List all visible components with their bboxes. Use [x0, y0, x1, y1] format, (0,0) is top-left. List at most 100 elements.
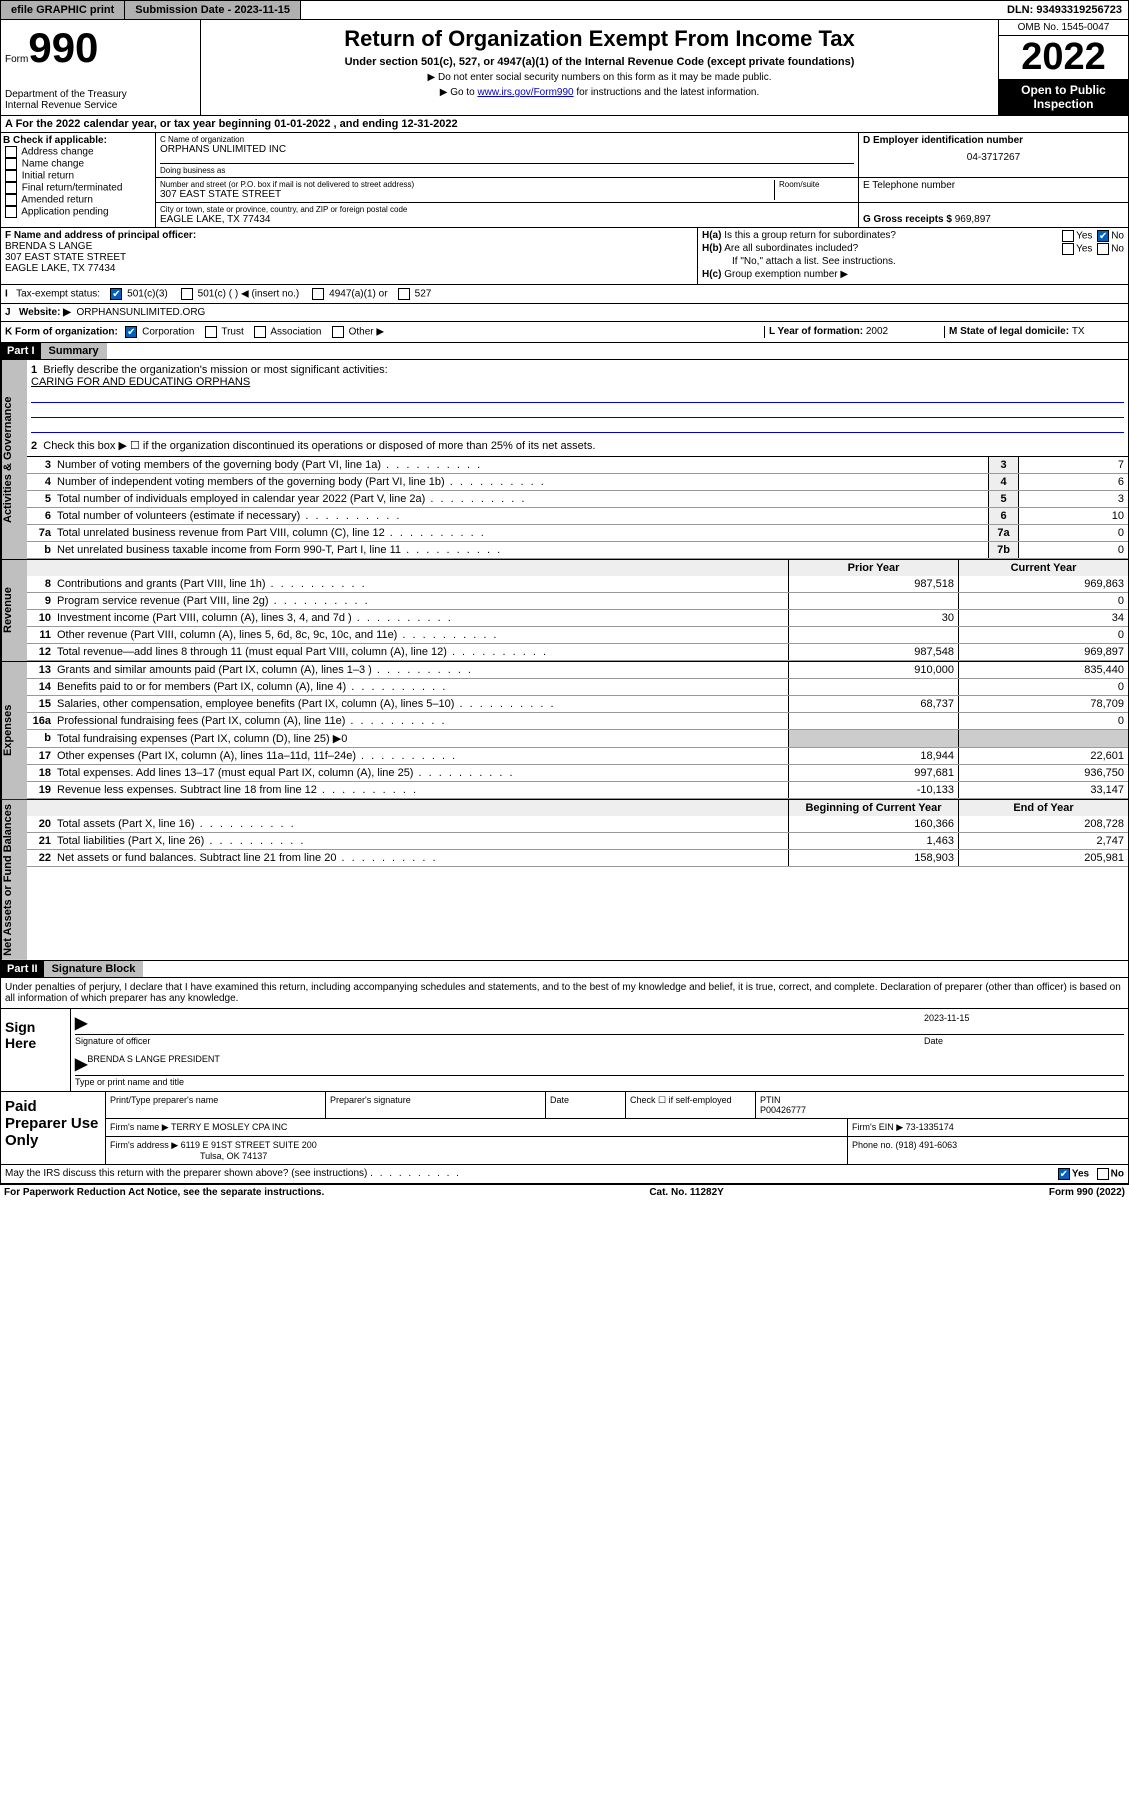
line-16a: 16aProfessional fundraising fees (Part I… — [27, 713, 1128, 730]
firm-addr: 6119 E 91ST STREET SUITE 200 — [181, 1140, 317, 1150]
part-i-header: Part ISummary — [0, 343, 1129, 360]
hb-note: If "No," attach a list. See instructions… — [702, 256, 1124, 267]
vtab-governance: Activities & Governance — [1, 360, 27, 559]
footer-right: Form 990 (2022) — [1049, 1187, 1125, 1198]
form-number: 990 — [28, 24, 98, 71]
paid-preparer-block: Paid Preparer Use Only Print/Type prepar… — [0, 1092, 1129, 1165]
footer-mid: Cat. No. 11282Y — [649, 1187, 723, 1198]
firm-city: Tulsa, OK 74137 — [110, 1151, 267, 1161]
efile-graphic-btn[interactable]: efile GRAPHIC print — [1, 1, 125, 19]
gov-line-7a: 7aTotal unrelated business revenue from … — [27, 525, 1128, 542]
hdr-current-year: Current Year — [958, 560, 1128, 576]
row-j-website: J Website: ▶ ORPHANSUNLIMITED.ORG — [0, 304, 1129, 322]
form-header: Form990 Department of the Treasury Inter… — [0, 20, 1129, 116]
sig-date-value: 2023-11-15 — [924, 1013, 1124, 1033]
cb-application-pending[interactable]: Application pending — [3, 206, 153, 218]
col-b-checkboxes: B Check if applicable: Address change Na… — [1, 133, 156, 227]
section-expenses: Expenses 13Grants and similar amounts pa… — [0, 662, 1129, 800]
block-f-h: F Name and address of principal officer:… — [0, 228, 1129, 285]
dba-label: Doing business as — [160, 163, 854, 175]
street-value: 307 EAST STATE STREET — [160, 189, 774, 200]
section-net-assets: Net Assets or Fund Balances Beginning of… — [0, 800, 1129, 961]
paid-preparer-label: Paid Preparer Use Only — [1, 1092, 106, 1164]
line-12: 12Total revenue—add lines 8 through 11 (… — [27, 644, 1128, 661]
line-19: 19Revenue less expenses. Subtract line 1… — [27, 782, 1128, 799]
cb-final-return[interactable]: Final return/terminated — [3, 182, 153, 194]
row-i-tax-status: I Tax-exempt status: ✔ 501(c)(3) 501(c) … — [0, 285, 1129, 304]
line-18: 18Total expenses. Add lines 13–17 (must … — [27, 765, 1128, 782]
ha-label: Is this a group return for subordinates? — [724, 230, 896, 241]
cb-initial-return[interactable]: Initial return — [3, 170, 153, 182]
box-d-label: D Employer identification number — [863, 135, 1124, 146]
prep-check-self[interactable]: Check ☐ if self-employed — [626, 1092, 756, 1118]
vtab-net-assets: Net Assets or Fund Balances — [1, 800, 27, 960]
cb-other[interactable] — [332, 326, 344, 338]
line-20: 20Total assets (Part X, line 16)160,3662… — [27, 816, 1128, 833]
line-21: 21Total liabilities (Part X, line 26)1,4… — [27, 833, 1128, 850]
cb-name-change[interactable]: Name change — [3, 158, 153, 170]
street-label: Number and street (or P.O. box if mail i… — [160, 180, 774, 189]
irs-link[interactable]: www.irs.gov/Form990 — [477, 87, 573, 98]
sig-name-value: BRENDA S LANGE PRESIDENT — [87, 1054, 220, 1074]
form-word: Form — [5, 54, 28, 65]
open-to-public: Open to Public Inspection — [999, 79, 1128, 115]
cb-association[interactable] — [254, 326, 266, 338]
gov-line-5: 5Total number of individuals employed in… — [27, 491, 1128, 508]
page-footer: For Paperwork Reduction Act Notice, see … — [0, 1184, 1129, 1200]
cb-discuss-no[interactable] — [1097, 1168, 1109, 1180]
cb-trust[interactable] — [205, 326, 217, 338]
subtitle-section: Under section 501(c), 527, or 4947(a)(1)… — [207, 56, 992, 68]
cb-address-change[interactable]: Address change — [3, 146, 153, 158]
phone-value: (918) 491-6063 — [896, 1140, 958, 1150]
cb-501c3[interactable]: ✔ — [110, 288, 122, 300]
section-governance: Activities & Governance 1 Briefly descri… — [0, 360, 1129, 560]
dln-text: DLN: 93493319256723 — [1001, 1, 1128, 19]
prep-date-label: Date — [546, 1092, 626, 1118]
gov-line-3: 3Number of voting members of the governi… — [27, 457, 1128, 474]
cb-corporation[interactable]: ✔ — [125, 326, 137, 338]
box-f-label: F Name and address of principal officer: — [5, 230, 196, 241]
year-formation: 2002 — [866, 326, 888, 337]
state-domicile: TX — [1072, 326, 1085, 337]
cb-501c[interactable] — [181, 288, 193, 300]
submission-date-btn[interactable]: Submission Date - 2023-11-15 — [125, 1, 301, 19]
discuss-row: May the IRS discuss this return with the… — [0, 1165, 1129, 1184]
ptin-value: P00426777 — [760, 1105, 806, 1115]
hdr-end-year: End of Year — [958, 800, 1128, 816]
cb-4947[interactable] — [312, 288, 324, 300]
box-c-label: C Name of organization — [160, 135, 854, 144]
org-name: ORPHANS UNLIMITED INC — [160, 144, 854, 155]
line-11: 11Other revenue (Part VIII, column (A), … — [27, 627, 1128, 644]
sig-date-label: Date — [924, 1036, 1124, 1046]
gov-line-7b: bNet unrelated business taxable income f… — [27, 542, 1128, 559]
cb-amended-return[interactable]: Amended return — [3, 194, 153, 206]
city-label: City or town, state or province, country… — [160, 205, 854, 214]
sign-here-label: Sign Here — [1, 1009, 71, 1091]
prep-name-label: Print/Type preparer's name — [106, 1092, 326, 1118]
box-e-label: E Telephone number — [863, 180, 1124, 191]
perjury-statement: Under penalties of perjury, I declare th… — [0, 978, 1129, 1009]
ssn-warning: ▶ Do not enter social security numbers o… — [207, 72, 992, 83]
line-10: 10Investment income (Part VIII, column (… — [27, 610, 1128, 627]
officer-addr2: EAGLE LAKE, TX 77434 — [5, 263, 115, 274]
efile-top-bar: efile GRAPHIC print Submission Date - 20… — [0, 0, 1129, 20]
section-revenue: Revenue Prior YearCurrent Year 8Contribu… — [0, 560, 1129, 662]
hdr-prior-year: Prior Year — [788, 560, 958, 576]
gov-line-4: 4Number of independent voting members of… — [27, 474, 1128, 491]
dept-treasury: Department of the Treasury Internal Reve… — [5, 89, 196, 111]
vtab-revenue: Revenue — [1, 560, 27, 661]
cb-discuss-yes[interactable]: ✔ — [1058, 1168, 1070, 1180]
officer-addr1: 307 EAST STATE STREET — [5, 252, 126, 263]
line-13: 13Grants and similar amounts paid (Part … — [27, 662, 1128, 679]
hb-label: Are all subordinates included? — [724, 243, 858, 254]
cb-527[interactable] — [398, 288, 410, 300]
line-14: 14Benefits paid to or for members (Part … — [27, 679, 1128, 696]
row-k-l-m: K Form of organization: ✔ Corporation Tr… — [0, 322, 1129, 343]
ein-value: 04-3717267 — [863, 152, 1124, 163]
sig-name-label: Type or print name and title — [75, 1077, 1124, 1087]
prep-sig-label: Preparer's signature — [326, 1092, 546, 1118]
gross-receipts: 969,897 — [955, 214, 991, 225]
website-value: ORPHANSUNLIMITED.ORG — [76, 307, 205, 318]
omb-number: OMB No. 1545-0047 — [999, 20, 1128, 36]
hdr-begin-year: Beginning of Current Year — [788, 800, 958, 816]
